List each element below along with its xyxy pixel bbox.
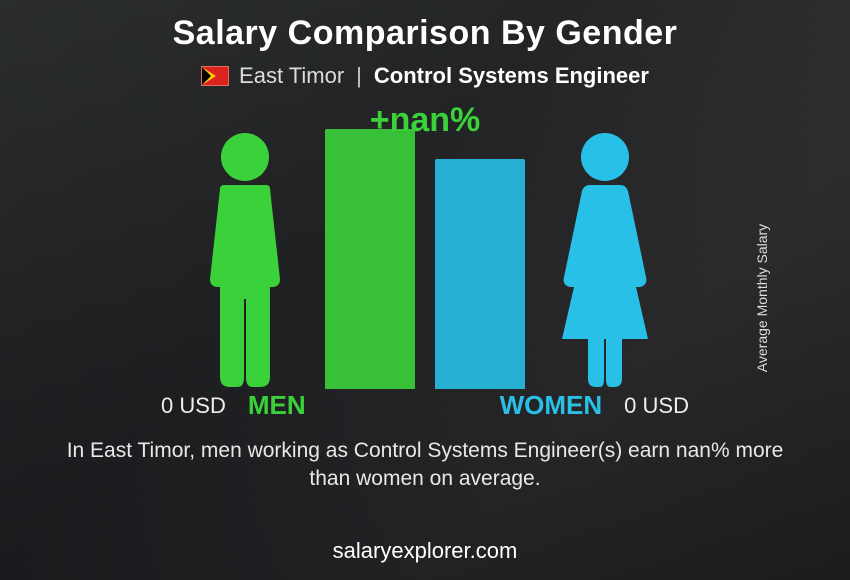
chart-area: +nan% 0 USD MEN WOMEN 0 USD: [0, 97, 850, 437]
women-label: WOMEN: [500, 390, 603, 425]
y-axis-label: Average Monthly Salary: [754, 224, 770, 372]
bar-women: [435, 159, 525, 389]
subtitle-row: East Timor | Control Systems Engineer: [0, 63, 850, 89]
infographic-container: Salary Comparison By Gender East Timor |…: [0, 0, 850, 580]
men-label: MEN: [248, 390, 306, 425]
separator: |: [356, 63, 362, 89]
main-title: Salary Comparison By Gender: [0, 0, 850, 53]
country-label: East Timor: [239, 63, 344, 89]
bar-group: [325, 129, 525, 389]
job-label: Control Systems Engineer: [374, 63, 649, 89]
summary-text: In East Timor, men working as Control Sy…: [0, 433, 850, 494]
man-icon: [190, 129, 300, 389]
woman-icon: [550, 129, 660, 389]
women-value: 0 USD: [624, 393, 689, 425]
footer-source: salaryexplorer.com: [0, 538, 850, 564]
labels-row: 0 USD MEN WOMEN 0 USD: [115, 390, 735, 425]
men-value: 0 USD: [161, 393, 226, 425]
bar-men: [325, 129, 415, 389]
flag-icon: [201, 66, 229, 86]
